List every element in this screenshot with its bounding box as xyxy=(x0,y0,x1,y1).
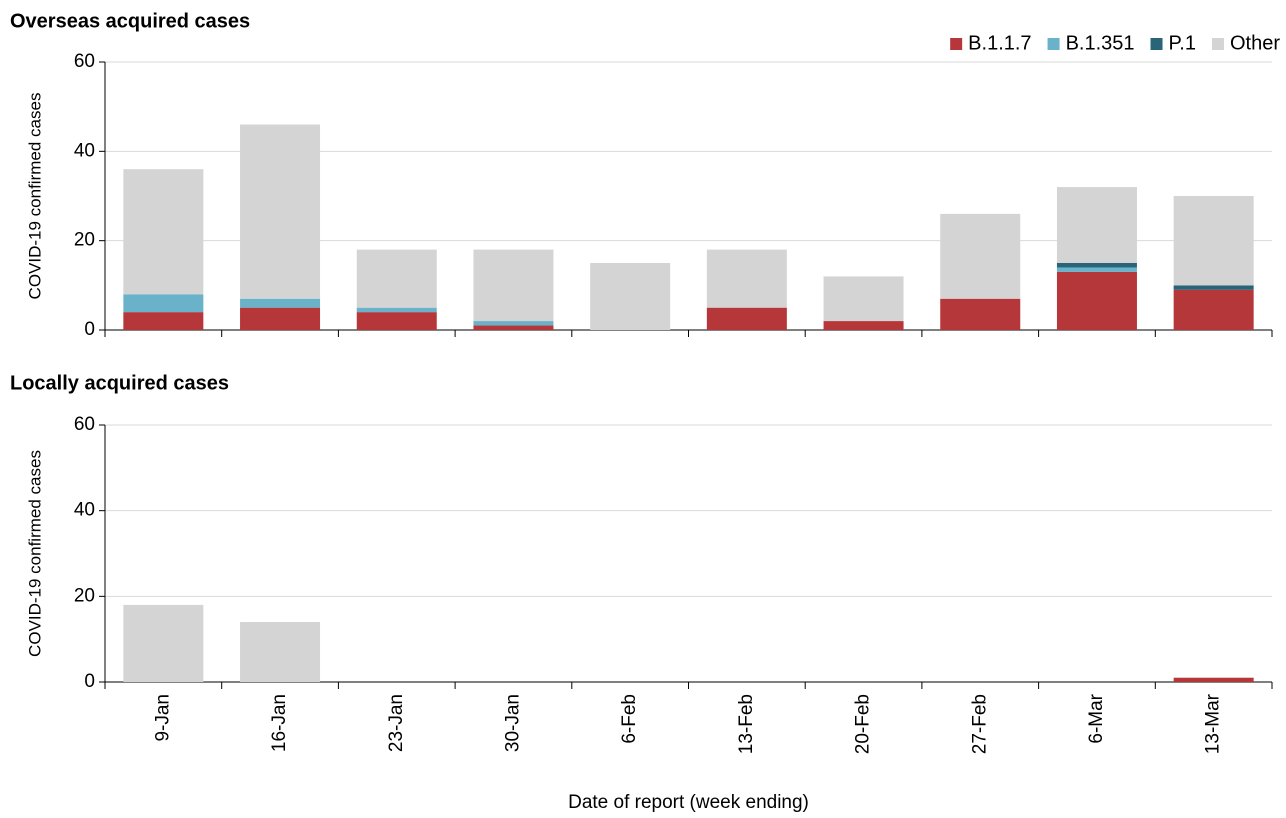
chart-title: Locally acquired cases xyxy=(10,372,229,394)
bar xyxy=(473,249,554,322)
bar xyxy=(356,312,437,330)
bar xyxy=(1173,677,1254,682)
y-tick-label: 0 xyxy=(84,671,95,692)
bar xyxy=(240,622,321,682)
bar xyxy=(590,263,671,330)
bar xyxy=(123,312,204,330)
y-tick-label: 40 xyxy=(74,500,95,521)
bar xyxy=(940,213,1021,299)
bar xyxy=(706,249,787,308)
bar xyxy=(356,307,437,313)
legend-label: P.1 xyxy=(1169,32,1196,54)
bar xyxy=(240,124,321,299)
bar xyxy=(1056,271,1137,330)
x-tick-label: 30-Jan xyxy=(502,694,523,752)
x-tick-label: 6-Feb xyxy=(619,694,640,744)
bar xyxy=(823,321,904,330)
bar xyxy=(473,325,554,330)
bar xyxy=(356,249,437,308)
legend-label: B.1.1.7 xyxy=(968,32,1031,54)
bar xyxy=(1056,263,1137,268)
bar xyxy=(123,294,204,313)
chart-title: Overseas acquired cases xyxy=(10,10,250,32)
x-tick-label: 16-Jan xyxy=(269,694,290,752)
bar xyxy=(1173,289,1254,330)
y-tick-label: 0 xyxy=(84,319,95,340)
y-axis-label: COVID-19 confirmed cases xyxy=(25,450,44,657)
bar xyxy=(1173,285,1254,290)
y-tick-label: 60 xyxy=(74,51,95,72)
legend-label: Other xyxy=(1230,32,1280,54)
legend-swatch xyxy=(950,38,963,50)
y-tick-label: 20 xyxy=(74,230,95,251)
bar xyxy=(473,321,554,326)
bar xyxy=(240,298,321,308)
legend-swatch xyxy=(1150,38,1163,50)
x-tick-label: 6-Mar xyxy=(1086,693,1107,743)
bar xyxy=(706,307,787,330)
bar xyxy=(1173,196,1254,286)
y-axis-label: COVID-19 confirmed cases xyxy=(25,93,44,300)
x-axis-label: Date of report (week ending) xyxy=(568,792,809,813)
bar xyxy=(1056,187,1137,263)
x-tick-label: 23-Jan xyxy=(386,694,407,752)
legend-label: B.1.351 xyxy=(1066,32,1135,54)
x-tick-label: 13-Mar xyxy=(1203,693,1224,754)
bar xyxy=(240,307,321,330)
bar xyxy=(123,169,204,295)
bar xyxy=(940,298,1021,330)
y-tick-label: 60 xyxy=(74,414,95,435)
y-tick-label: 40 xyxy=(74,140,95,161)
x-tick-label: 9-Jan xyxy=(152,694,173,742)
bar xyxy=(823,276,904,322)
x-tick-label: 27-Feb xyxy=(969,694,990,754)
x-tick-label: 13-Feb xyxy=(736,694,757,754)
legend-swatch xyxy=(1211,38,1224,50)
legend-swatch xyxy=(1047,38,1060,50)
bar xyxy=(123,604,204,682)
x-tick-label: 20-Feb xyxy=(853,694,874,754)
y-tick-label: 20 xyxy=(74,585,95,606)
bar xyxy=(1056,267,1137,272)
